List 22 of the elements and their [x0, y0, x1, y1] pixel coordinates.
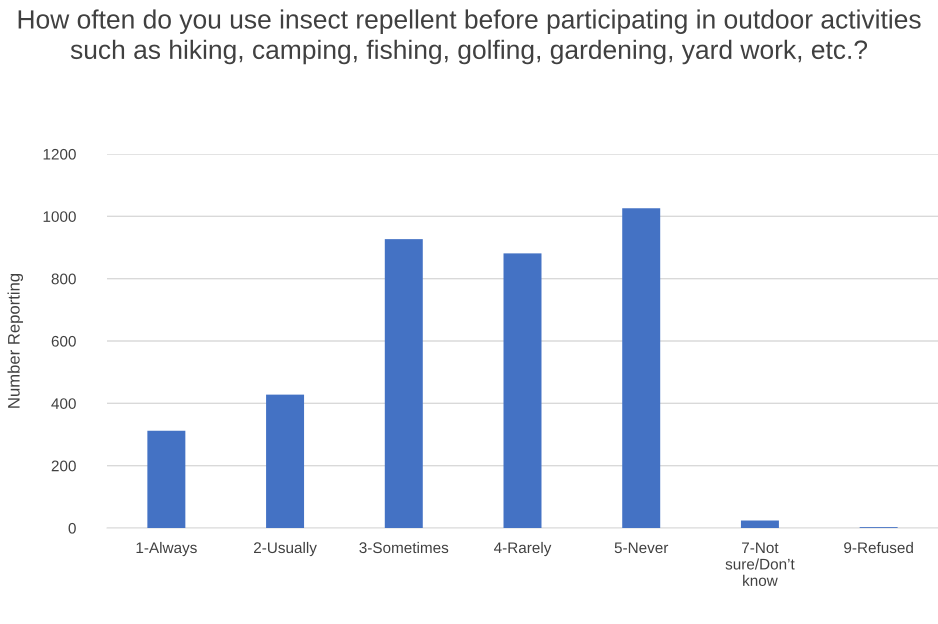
x-tick-label: 9-Refused: [844, 542, 913, 554]
y-axis-title: Number Reporting: [7, 274, 24, 408]
y-tick-label: 600: [52, 336, 76, 347]
y-tick-label: 0: [68, 522, 76, 534]
x-tick-label: 2-Usually: [254, 542, 317, 556]
bar: [740, 520, 779, 528]
y-tick-label: 800: [52, 274, 76, 284]
bar: [147, 430, 186, 528]
chart-title: How often do you use insect repellent before participating in outdoor activities such as hiking, camping, fishing, golfing, gardening, yard work, etc.?: [18, 9, 921, 64]
bar: [504, 253, 542, 528]
bar: [384, 239, 423, 528]
y-tick-label: 400: [51, 398, 76, 410]
y-tick-label: 200: [52, 460, 76, 472]
x-tick-label: 1-Always: [136, 542, 197, 556]
bar: [266, 394, 304, 528]
y-tick-label: 1200: [44, 148, 76, 160]
x-tick-label: 3-Sometimes: [359, 542, 448, 554]
x-tick-label: 5-Never: [614, 542, 668, 554]
y-tick-label: 1000: [44, 211, 76, 222]
x-tick-label: 4-Rarely: [494, 542, 552, 556]
bar: [622, 208, 660, 528]
x-tick-label: 7-Not sure/Don’t know: [726, 542, 795, 586]
